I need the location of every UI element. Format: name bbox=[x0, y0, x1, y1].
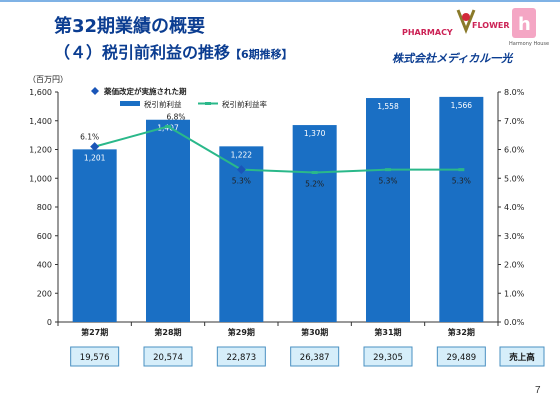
bar bbox=[146, 119, 190, 323]
ratio-marker bbox=[458, 168, 465, 172]
bar-value-label: 1,407 bbox=[157, 124, 179, 133]
ratio-marker-special bbox=[90, 142, 100, 152]
ratio-value-label: 5.2% bbox=[305, 180, 324, 189]
bar bbox=[219, 146, 264, 322]
company-logo: h PHARMACY FLOWER Harmony House 株式会社メディカ… bbox=[386, 8, 551, 68]
bar bbox=[72, 149, 117, 322]
sales-value: 26,387 bbox=[300, 353, 330, 363]
y-tick-label-right: 2.0% bbox=[504, 261, 525, 270]
y-tick-label-right: 1.0% bbox=[504, 289, 525, 298]
x-tick-label: 第30期 bbox=[301, 327, 328, 337]
slide-subtitle: （４）税引前利益の推移【6期推移】 bbox=[54, 39, 293, 63]
logo-company-name: 株式会社メディカル一光 bbox=[392, 52, 513, 65]
y-unit-label: （百万円） bbox=[28, 75, 68, 84]
bar-value-label: 1,558 bbox=[377, 102, 399, 111]
y-tick-label-right: 5.0% bbox=[504, 174, 525, 183]
ratio-value-label: 5.3% bbox=[378, 177, 397, 186]
legend-bar-label: 税引前利益 bbox=[144, 99, 182, 109]
y-tick-label-left: 600 bbox=[37, 232, 52, 241]
y-tick-label-right: 4.0% bbox=[504, 203, 525, 212]
bar-value-label: 1,222 bbox=[231, 150, 253, 159]
logo-graphics: h bbox=[456, 8, 536, 38]
sales-box bbox=[70, 346, 120, 367]
bar-value-label: 1,370 bbox=[304, 129, 326, 138]
ratio-value-label: 5.3% bbox=[232, 177, 251, 186]
y-tick-label-right: 7.0% bbox=[504, 117, 525, 126]
ratio-value-label: 6.8% bbox=[166, 113, 185, 122]
logo-flower-dot bbox=[462, 13, 470, 21]
bar bbox=[292, 125, 337, 322]
sales-box bbox=[216, 346, 266, 367]
sales-value: 22,873 bbox=[226, 353, 256, 363]
legend-special-marker bbox=[91, 87, 99, 95]
legend-line-marker bbox=[205, 102, 211, 105]
sales-label-box bbox=[499, 346, 545, 367]
subtitle-main: （４）税引前利益の推移 bbox=[54, 43, 231, 62]
legend-special-label: 薬価改定が実施された期 bbox=[104, 86, 187, 96]
x-tick-label: 第27期 bbox=[81, 327, 108, 337]
x-tick-label: 第29期 bbox=[228, 327, 255, 337]
ratio-marker bbox=[311, 171, 318, 174]
logo-pharmacy-text: PHARMACY bbox=[402, 28, 453, 37]
y-tick-label-right: 3.0% bbox=[504, 232, 525, 241]
x-tick-label: 第31期 bbox=[374, 327, 401, 337]
legend-bar-swatch bbox=[120, 101, 140, 106]
y-tick-label-left: 1,600 bbox=[29, 88, 52, 97]
sales-box bbox=[143, 346, 193, 367]
sales-value: 29,305 bbox=[373, 353, 403, 363]
bar bbox=[366, 98, 410, 322]
y-tick-label-left: 0 bbox=[47, 318, 52, 327]
harmony-house-icon bbox=[512, 8, 536, 38]
sales-value: 19,576 bbox=[80, 353, 110, 363]
y-tick-label-left: 800 bbox=[37, 203, 52, 212]
x-tick-label: 第32期 bbox=[448, 327, 475, 337]
sales-label: 売上高 bbox=[508, 352, 535, 363]
y-tick-label-right: 0.0% bbox=[504, 318, 525, 327]
page-number: 7 bbox=[535, 385, 541, 396]
y-tick-label-left: 400 bbox=[37, 261, 52, 270]
legend-line-label: 税引前利益率 bbox=[222, 99, 267, 109]
y-tick-label-left: 200 bbox=[37, 289, 52, 298]
ratio-marker bbox=[385, 168, 391, 172]
sales-box bbox=[436, 346, 486, 367]
svg-text:h: h bbox=[518, 14, 531, 35]
ratio-value-label: 6.1% bbox=[80, 133, 99, 142]
y-tick-label-right: 8.0% bbox=[504, 88, 525, 97]
sales-box bbox=[290, 346, 340, 367]
ratio-marker-special bbox=[236, 165, 246, 175]
logo-v-mark bbox=[456, 9, 476, 35]
x-tick-label: 第28期 bbox=[154, 327, 181, 337]
top-accent-line bbox=[0, 0, 560, 2]
bar bbox=[439, 96, 484, 322]
bar-value-label: 1,201 bbox=[84, 153, 106, 162]
slide-title: 第32期業績の概要 bbox=[54, 16, 206, 37]
subtitle-period: 【6期推移】 bbox=[230, 48, 293, 61]
sales-value: 29,489 bbox=[446, 353, 476, 363]
y-tick-label-left: 1,400 bbox=[29, 117, 52, 126]
y-tick-label-left: 1,200 bbox=[29, 146, 52, 155]
logo-harmony-text: Harmony House bbox=[509, 41, 550, 47]
bar-value-label: 1,566 bbox=[451, 101, 473, 110]
ratio-value-label: 5.3% bbox=[452, 177, 471, 186]
ratio-line bbox=[94, 125, 462, 174]
sales-box bbox=[363, 346, 413, 367]
ratio-marker bbox=[165, 125, 171, 128]
y-tick-label-right: 6.0% bbox=[504, 146, 525, 155]
sales-value: 20,574 bbox=[153, 353, 183, 363]
y-tick-label-left: 1,000 bbox=[29, 174, 52, 183]
logo-flower-text: FLOWER bbox=[472, 21, 510, 30]
